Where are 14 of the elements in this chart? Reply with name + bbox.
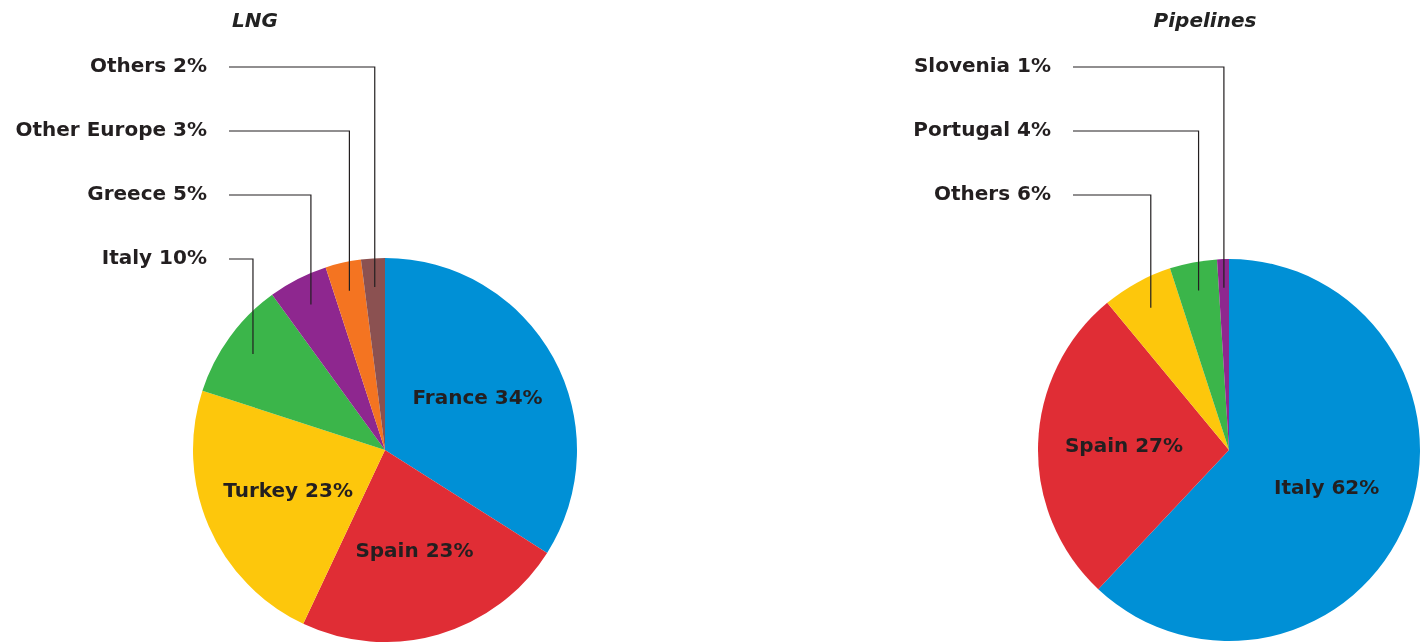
slice-label: Turkey 23% xyxy=(223,478,353,503)
chart-title: LNG xyxy=(232,8,278,32)
slice-label: France 34% xyxy=(412,385,543,410)
slice-label: Slovenia 1% xyxy=(913,53,1051,78)
slice-label: Spain 23% xyxy=(355,537,474,562)
chart-title: Pipelines xyxy=(1153,8,1257,32)
slice-label: Others 2% xyxy=(89,53,207,78)
slice-label: Others 6% xyxy=(933,181,1051,206)
slice-label: Italy 62% xyxy=(1274,474,1380,499)
slice-label: Greece 5% xyxy=(87,181,207,206)
slice-label: Italy 10% xyxy=(101,245,207,270)
slice-label: Portugal 4% xyxy=(913,117,1051,142)
slice-label: Other Europe 3% xyxy=(15,117,207,142)
slice-label: Spain 27% xyxy=(1064,432,1184,457)
